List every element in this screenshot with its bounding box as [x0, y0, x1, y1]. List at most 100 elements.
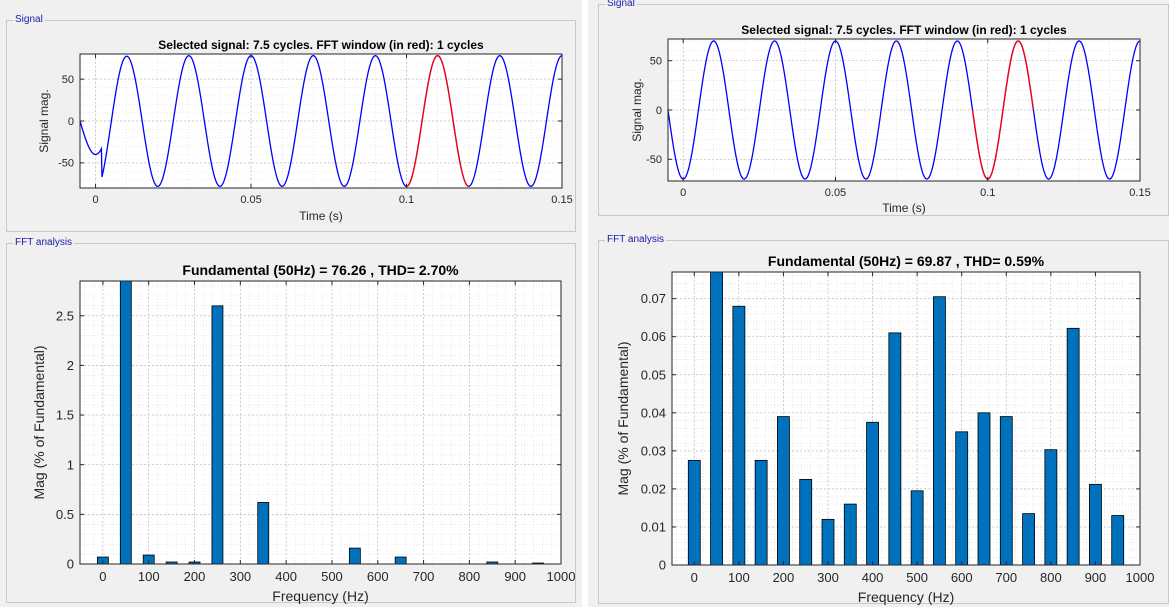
bar	[1022, 513, 1035, 566]
axes-box	[671, 271, 1141, 566]
bar	[955, 431, 969, 566]
y-tick-label: 2	[67, 358, 74, 373]
x-axis-label: Time (s)	[299, 209, 343, 223]
y-tick-label: -50	[646, 154, 662, 166]
bar	[119, 280, 132, 565]
y-axis-label: Signal mag.	[630, 78, 644, 141]
y-tick-label: 2.5	[56, 308, 74, 323]
x-tick-label: 0.1	[399, 194, 414, 206]
y-axis-label: Signal mag.	[37, 89, 51, 152]
bars	[687, 271, 1125, 566]
x-tick-label: 0	[691, 570, 698, 585]
y-tick-label: 0.01	[641, 519, 666, 534]
fft-window-line	[971, 40, 1035, 180]
y-tick-label: 50	[650, 56, 662, 68]
bar	[888, 332, 902, 566]
left-fft-group: FFT analysis	[6, 237, 576, 603]
bar	[348, 547, 361, 565]
y-axis-label: Mag (% of Fundamental)	[31, 345, 47, 499]
y-tick-label: 0.5	[56, 507, 74, 522]
x-tick-label: 0.05	[825, 187, 846, 199]
x-tick-label: 0.1	[980, 187, 995, 199]
plot-area	[80, 281, 561, 564]
y-tick-label: 1.5	[56, 408, 74, 423]
y-tick-label: 0	[68, 116, 74, 128]
bar	[1066, 327, 1080, 566]
x-tick-label: 1000	[547, 569, 576, 584]
y-tick-label: 0.05	[641, 367, 666, 382]
x-tick-label: 100	[138, 569, 160, 584]
plot-area	[672, 272, 1140, 565]
signal-line	[667, 40, 1141, 180]
x-tick-label: 300	[817, 570, 839, 585]
bar	[687, 459, 701, 566]
grid	[80, 281, 562, 565]
bar	[977, 412, 991, 566]
bar	[1111, 515, 1125, 566]
x-tick-label: 600	[951, 570, 973, 585]
y-tick-label: 0.03	[641, 443, 666, 458]
x-axis-label: Time (s)	[882, 201, 926, 215]
x-tick-label: 200	[773, 570, 795, 585]
bar	[799, 478, 813, 566]
chart-1: 0 0.05 0.1 0.15 -50 0 50 Selected signal: 7.5 c…	[37, 38, 573, 223]
chart-2: 0 100 200 300 400 500 600 700 800 900 1000 0 0.5 1 1.5…	[31, 262, 575, 604]
bar	[754, 459, 768, 566]
bar	[710, 271, 723, 566]
x-axis-label: Frequency (Hz)	[272, 588, 368, 604]
x-tick-label: 600	[367, 569, 389, 584]
bar	[394, 556, 407, 565]
left-signal-group-title: Signal	[13, 14, 45, 26]
chart-title: Fundamental (50Hz) = 76.26 , THD= 2.70%	[182, 262, 459, 278]
y-tick-label: -50	[58, 158, 74, 170]
x-tick-label: 0	[680, 187, 686, 199]
y-tick-label: 0.06	[641, 329, 666, 344]
right-fft-group-title: FFT analysis	[605, 234, 667, 246]
x-tick-label: 200	[184, 569, 206, 584]
bar	[866, 421, 879, 566]
x-tick-label: 700	[413, 569, 435, 584]
fft-window-line	[406, 55, 469, 187]
x-tick-label: 1000	[1126, 570, 1155, 585]
x-tick-label: 900	[1085, 570, 1107, 585]
y-tick-label: 0	[659, 558, 666, 573]
bar	[1044, 449, 1058, 566]
x-axis-label: Frequency (Hz)	[858, 589, 954, 605]
y-tick-label: 50	[62, 74, 74, 86]
bar	[732, 305, 746, 566]
x-tick-label: 900	[504, 569, 526, 584]
y-axis-label: Mag (% of Fundamental)	[615, 341, 631, 495]
y-tick-label: 1	[67, 457, 74, 472]
signal-line	[79, 55, 563, 188]
bar	[910, 490, 924, 566]
x-tick-label: 100	[728, 570, 750, 585]
x-tick-label: 0.15	[551, 194, 572, 206]
y-tick-label: 0	[67, 557, 74, 572]
x-tick-label: 800	[1040, 570, 1062, 585]
grid	[668, 39, 1141, 181]
x-tick-label: 800	[459, 569, 481, 584]
chart-4: 0 100 200 300 400 500 600 700 800 900 1000 0 0.01 0.0…	[615, 253, 1154, 605]
bar	[257, 502, 270, 565]
grid	[80, 53, 563, 189]
x-tick-label: 500	[321, 569, 343, 584]
bar	[999, 416, 1013, 566]
left-signal-group: Signal	[6, 14, 576, 232]
chart-title: Selected signal: 7.5 cycles. FFT window …	[158, 38, 484, 52]
left-fft-group-title: FFT analysis	[13, 237, 75, 249]
bar	[933, 296, 946, 566]
x-tick-label: 400	[275, 569, 297, 584]
chart-title: Selected signal: 7.5 cycles. FFT window …	[741, 23, 1067, 37]
axes-box	[79, 280, 562, 565]
y-tick-label: 0	[656, 105, 662, 117]
bar	[211, 305, 224, 565]
x-tick-label: 0	[99, 569, 106, 584]
right-signal-group-title: Signal	[605, 0, 637, 10]
bar	[777, 416, 790, 566]
chart-title: Fundamental (50Hz) = 69.87 , THD= 0.59%	[768, 253, 1045, 269]
x-tick-label: 700	[995, 570, 1017, 585]
x-tick-label: 0.15	[1129, 187, 1150, 199]
y-tick-label: 0.07	[641, 291, 666, 306]
chart-3: 0 0.05 0.1 0.15 -50 0 50 Selected signal: 7.5 c…	[630, 23, 1151, 215]
